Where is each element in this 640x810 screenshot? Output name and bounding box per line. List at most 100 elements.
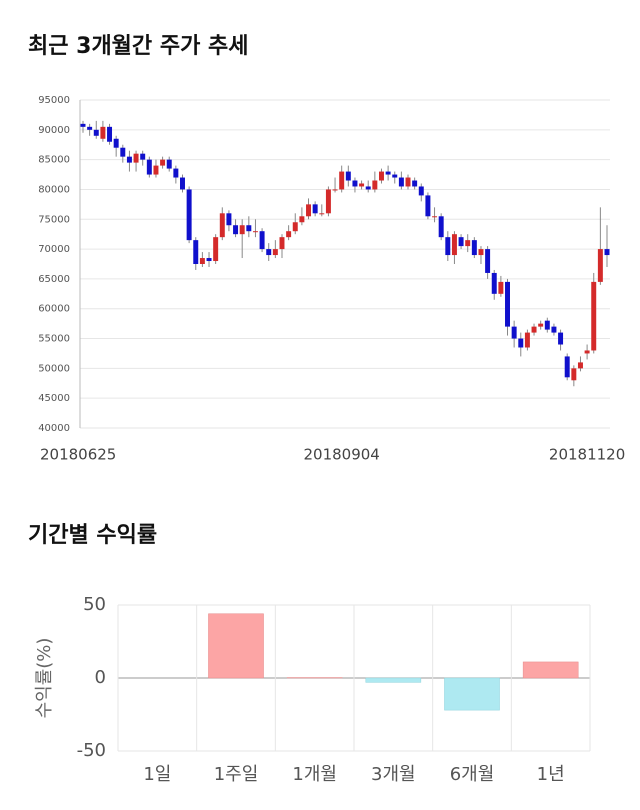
candle-body [319,213,325,215]
candle-body [292,222,298,232]
candle-body [345,171,351,181]
candle-body [571,368,577,381]
candle-body [392,174,398,178]
y-tick-label: 90000 [38,125,70,136]
candle-body [206,258,212,262]
candle-body [518,338,524,348]
bar [522,661,579,679]
x-tick-label: 20180904 [304,446,380,464]
bar [365,677,422,683]
candle-body [279,237,285,250]
bar [208,613,264,679]
candle-body [398,177,404,187]
candle-body [478,249,484,256]
x-tick-label: 20181120 [549,446,625,464]
candle-body [339,171,345,190]
candle-body [173,168,179,178]
x-tick-label: 1년 [537,764,565,785]
candle-body [186,189,192,241]
bar [444,677,500,711]
y-tick-label: 95000 [38,95,70,106]
candle-body [564,356,570,378]
x-tick-label: 6개월 [450,764,495,785]
candle-body [160,159,166,166]
candle-body [451,234,457,256]
candle-body [385,171,391,175]
candle-body [491,272,497,294]
candle-body [252,231,258,233]
candle-body [438,216,444,238]
candle-body [213,237,219,262]
candle-body [113,138,119,148]
candle-body [359,183,365,187]
y-tick-label: 75000 [38,214,70,225]
y-tick-label: -50 [77,740,106,761]
candle-body [93,129,99,136]
candle-body [551,326,557,333]
candle-body [544,320,550,330]
candle-body [226,213,232,226]
candle-body [485,249,491,273]
candle-body [597,249,603,282]
y-tick-label: 50000 [38,363,70,374]
candle-body [180,177,185,190]
candle-body [107,126,113,142]
y-tick-label: 60000 [38,304,70,315]
candle-body [458,237,464,247]
candle-body [153,165,159,175]
candle-body [325,189,331,214]
candle-body [120,147,126,157]
x-tick-label: 20180625 [40,446,116,464]
candle-body [133,153,139,163]
candle-body [505,281,510,327]
candle-body [239,225,245,235]
candle-body [465,240,471,247]
candle-body [100,126,106,139]
candle-body [259,231,265,250]
candle-body [577,362,583,369]
y-tick-label: 40000 [38,423,70,434]
candle-body [425,195,431,217]
candle-body [445,237,451,256]
candle-body [80,123,86,127]
candle-body [286,231,292,238]
candle-body [378,171,384,181]
candle-body [372,180,378,190]
x-tick-label: 1개월 [292,764,337,785]
candle-body [352,180,358,187]
candle-body [166,159,172,169]
candle-body [146,159,152,175]
candle-body [140,153,146,160]
chart-title: 최근 3개월간 주가 추세 [28,34,248,59]
candle-body [332,189,338,191]
y-tick-label: 70000 [38,244,70,255]
candle-body [531,326,537,333]
y-tick-label: 80000 [38,184,70,195]
candle-body [312,204,318,214]
candle-body [471,240,477,256]
candle-body [87,126,93,130]
candle-body [584,350,590,354]
candle-body [266,249,272,256]
candle-body [538,323,544,327]
candle-body [219,213,225,238]
y-axis-label: 수익률(%) [34,638,55,719]
x-tick-label: 1일 [143,764,171,785]
candle-body [405,177,411,187]
candle-body [233,225,239,235]
candle-body [246,225,252,232]
x-tick-label: 1주일 [214,764,259,785]
candle-body [432,216,438,218]
candle-body [126,156,132,163]
y-tick-label: 0 [95,667,106,688]
y-tick-label: 85000 [38,155,70,166]
y-tick-label: 55000 [38,334,70,345]
candle-body [272,249,278,256]
x-tick-label: 3개월 [371,764,416,785]
candle-body [199,258,205,264]
candle-body [193,240,199,264]
candle-body [558,332,564,345]
candle-body [412,180,418,187]
candle-body [524,332,530,348]
